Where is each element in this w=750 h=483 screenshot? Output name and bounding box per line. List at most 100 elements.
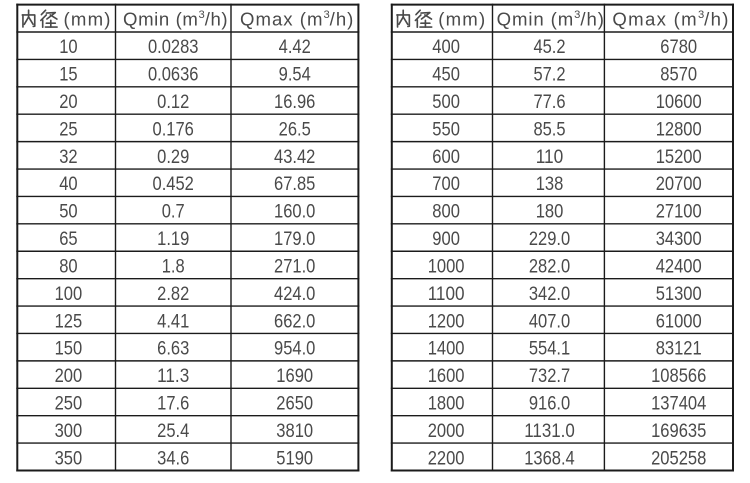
svg-text:916.0: 916.0	[529, 393, 570, 414]
svg-text:4.42: 4.42	[279, 37, 311, 58]
svg-text:1800: 1800	[428, 393, 465, 414]
svg-text:110: 110	[536, 147, 564, 168]
svg-text:Qmin (m3/h): Qmin (m3/h)	[123, 8, 228, 29]
svg-text:205258: 205258	[651, 448, 706, 469]
svg-text:2.82: 2.82	[157, 284, 189, 305]
svg-text:138: 138	[536, 174, 564, 195]
svg-text:45.2: 45.2	[533, 37, 565, 58]
svg-text:169635: 169635	[651, 421, 706, 442]
svg-text:282.0: 282.0	[529, 256, 570, 277]
svg-text:0.452: 0.452	[153, 174, 194, 195]
svg-text:10600: 10600	[656, 92, 702, 113]
svg-text:9.54: 9.54	[279, 65, 311, 86]
svg-text:342.0: 342.0	[529, 284, 570, 305]
svg-text:1.8: 1.8	[162, 256, 185, 277]
svg-text:954.0: 954.0	[274, 339, 315, 360]
svg-text:1200: 1200	[428, 311, 465, 332]
svg-text:0.7: 0.7	[162, 202, 185, 223]
svg-text:150: 150	[55, 339, 83, 360]
svg-text:100: 100	[55, 284, 83, 305]
svg-text:0.29: 0.29	[157, 147, 189, 168]
svg-text:0.12: 0.12	[157, 92, 189, 113]
svg-text:57.2: 57.2	[533, 65, 565, 86]
svg-text:12800: 12800	[656, 119, 702, 140]
svg-text:83121: 83121	[656, 339, 702, 360]
svg-text:43.42: 43.42	[274, 147, 315, 168]
svg-text:50: 50	[59, 202, 77, 223]
svg-text:250: 250	[55, 393, 83, 414]
svg-text:350: 350	[55, 448, 83, 469]
svg-text:77.6: 77.6	[533, 92, 565, 113]
svg-text:450: 450	[432, 65, 460, 86]
svg-text:160.0: 160.0	[274, 202, 315, 223]
svg-text:900: 900	[432, 229, 460, 250]
svg-text:20700: 20700	[656, 174, 702, 195]
svg-text:Qmax (m3/h): Qmax (m3/h)	[240, 8, 354, 29]
svg-text:554.1: 554.1	[529, 339, 570, 360]
svg-text:Qmax (m3/h): Qmax (m3/h)	[612, 8, 729, 29]
svg-text:108566: 108566	[651, 366, 706, 387]
svg-text:61000: 61000	[656, 311, 702, 332]
svg-text:3810: 3810	[276, 421, 313, 442]
svg-text:1131.0: 1131.0	[524, 421, 575, 442]
svg-text:0.176: 0.176	[153, 119, 194, 140]
svg-text:125: 125	[55, 311, 83, 332]
svg-text:732.7: 732.7	[529, 366, 570, 387]
svg-text:0.0283: 0.0283	[148, 37, 199, 58]
svg-text:1368.4: 1368.4	[524, 448, 575, 469]
svg-text:2650: 2650	[276, 393, 313, 414]
svg-text:40: 40	[59, 174, 77, 195]
svg-text:65: 65	[59, 229, 77, 250]
svg-text:80: 80	[59, 256, 77, 277]
svg-text:1600: 1600	[428, 366, 465, 387]
svg-text:1100: 1100	[428, 284, 465, 305]
svg-text:0.0636: 0.0636	[148, 65, 199, 86]
svg-text:Qmin (m3/h): Qmin (m3/h)	[497, 8, 605, 29]
svg-text:407.0: 407.0	[529, 311, 570, 332]
svg-text:800: 800	[432, 202, 460, 223]
svg-text:137404: 137404	[651, 393, 707, 414]
svg-text:85.5: 85.5	[533, 119, 565, 140]
svg-text:180: 180	[536, 202, 564, 223]
svg-text:300: 300	[55, 421, 83, 442]
svg-text:229.0: 229.0	[529, 229, 570, 250]
svg-text:25.4: 25.4	[157, 421, 189, 442]
svg-text:400: 400	[432, 37, 460, 58]
svg-text:17.6: 17.6	[157, 393, 189, 414]
svg-text:20: 20	[59, 92, 77, 113]
svg-text:2000: 2000	[428, 421, 465, 442]
svg-text:5190: 5190	[276, 448, 313, 469]
svg-text:15: 15	[59, 65, 77, 86]
svg-text:(mm): (mm)	[64, 8, 112, 29]
svg-text:1690: 1690	[276, 366, 313, 387]
svg-text:700: 700	[432, 174, 460, 195]
svg-text:34300: 34300	[656, 229, 702, 250]
svg-text:16.96: 16.96	[274, 92, 315, 113]
svg-text:32: 32	[59, 147, 77, 168]
svg-text:424.0: 424.0	[274, 284, 315, 305]
svg-text:34.6: 34.6	[157, 448, 189, 469]
svg-text:6780: 6780	[660, 37, 697, 58]
svg-text:51300: 51300	[656, 284, 702, 305]
svg-text:27100: 27100	[656, 202, 702, 223]
svg-text:26.5: 26.5	[279, 119, 311, 140]
svg-text:1.19: 1.19	[157, 229, 189, 250]
svg-text:200: 200	[55, 366, 83, 387]
svg-text:550: 550	[432, 119, 460, 140]
svg-text:10: 10	[59, 37, 77, 58]
svg-text:600: 600	[432, 147, 460, 168]
svg-text:(mm): (mm)	[438, 8, 486, 29]
svg-text:271.0: 271.0	[274, 256, 315, 277]
svg-text:1000: 1000	[428, 256, 465, 277]
svg-text:15200: 15200	[656, 147, 702, 168]
svg-text:179.0: 179.0	[274, 229, 315, 250]
svg-text:25: 25	[59, 119, 77, 140]
svg-text:500: 500	[432, 92, 460, 113]
svg-text:6.63: 6.63	[157, 339, 189, 360]
svg-text:42400: 42400	[656, 256, 702, 277]
svg-text:67.85: 67.85	[274, 174, 315, 195]
svg-text:8570: 8570	[660, 65, 697, 86]
svg-text:2200: 2200	[428, 448, 465, 469]
svg-text:4.41: 4.41	[157, 311, 189, 332]
svg-text:662.0: 662.0	[274, 311, 315, 332]
